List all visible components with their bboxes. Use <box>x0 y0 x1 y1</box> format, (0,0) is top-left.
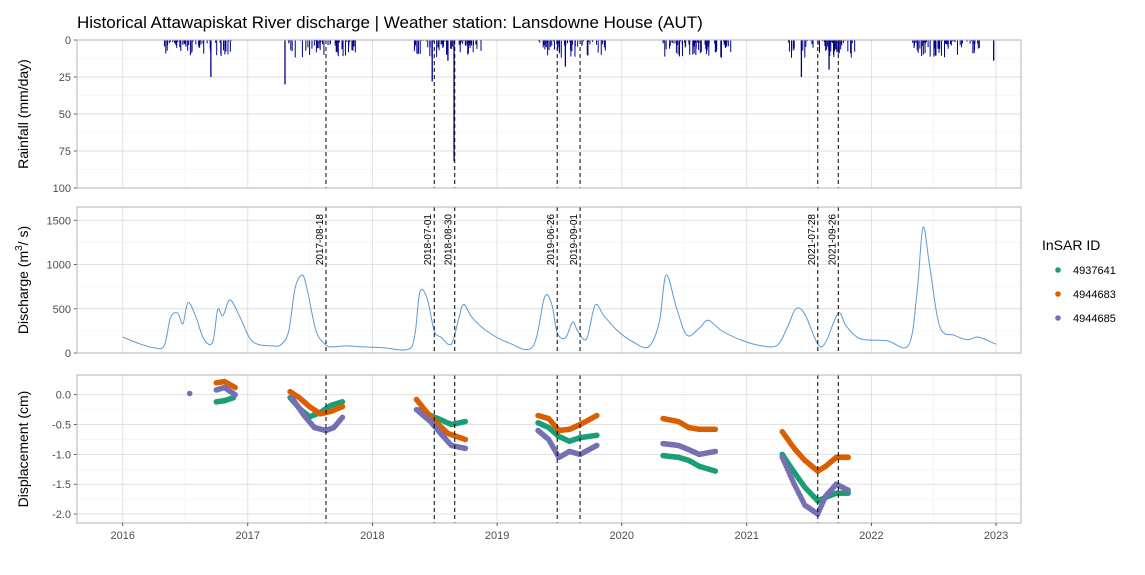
point-4944683 <box>339 403 346 410</box>
displacement-tick-label: -1.0 <box>52 449 71 461</box>
legend: InSAR ID 4937641 4944683 4944685 <box>1042 237 1116 325</box>
point-4937641 <box>462 418 469 425</box>
point-4944685 <box>594 442 600 449</box>
event-label: 2021-09-26 <box>827 214 838 266</box>
point-4944685 <box>186 390 193 397</box>
x-tick-label: 2022 <box>859 530 883 542</box>
x-tick-label: 2019 <box>485 530 509 542</box>
displacement-tick-label: -0.5 <box>52 420 71 432</box>
point-4944683 <box>594 412 600 419</box>
point-4944683 <box>462 436 469 443</box>
point-4944683 <box>712 426 719 433</box>
panel-border <box>76 206 1022 354</box>
point-4937641 <box>339 399 346 405</box>
legend-label-4937641: 4937641 <box>1073 265 1116 277</box>
x-tick-label: 2016 <box>111 530 135 542</box>
point-4937641 <box>712 468 719 474</box>
rainfall-tick-label: 0 <box>65 35 71 47</box>
rainfall-tick-label: 100 <box>53 183 71 195</box>
rainfall-tick-label: 50 <box>59 109 71 121</box>
discharge-y-title: Discharge (m3/ s) <box>14 226 31 334</box>
x-tick-label: 2018 <box>360 530 384 542</box>
rainfall-tick-label: 75 <box>59 146 71 158</box>
displacement-y-title: Displacement (cm) <box>15 391 31 508</box>
panel-border <box>76 374 1022 524</box>
x-axis: 2016 2017 2018 2019 2020 2021 2022 2023 <box>111 523 1008 542</box>
discharge-tick-label: 0 <box>65 348 71 360</box>
discharge-tick-label: 1500 <box>47 215 71 227</box>
displacement-tick-label: -2.0 <box>52 509 71 521</box>
panel-border <box>76 39 1022 189</box>
chart-title: Historical Attawapiskat River discharge … <box>77 13 703 32</box>
legend-label-4944683: 4944683 <box>1073 289 1116 301</box>
displacement-tick-label: -1.5 <box>52 479 71 491</box>
displacement-tick-label: 0.0 <box>56 390 71 402</box>
event-label: 2019-06-26 <box>546 214 557 266</box>
event-label: 2021-07-28 <box>807 214 818 266</box>
rainfall-y-title: Rainfall (mm/day) <box>15 59 31 169</box>
point-4944683 <box>845 454 851 461</box>
legend-key-4944683 <box>1055 291 1061 297</box>
event-label: 2019-09-01 <box>569 214 580 266</box>
discharge-y-title-sup: 3 <box>14 245 25 251</box>
point-4944685 <box>339 414 346 421</box>
point-4944685 <box>462 445 469 452</box>
discharge-y-title-pre: Discharge (m <box>15 251 31 334</box>
point-4944683 <box>232 384 238 391</box>
discharge-y-title-post: / s) <box>15 226 31 245</box>
x-tick-label: 2017 <box>236 530 260 542</box>
discharge-line <box>122 226 996 351</box>
point-4944685 <box>232 391 238 398</box>
x-tick-label: 2020 <box>610 530 634 542</box>
x-tick-label: 2023 <box>984 530 1008 542</box>
rainfall-panel: 0 25 50 75 100 Rainfall (mm/day) <box>15 35 1022 195</box>
point-4944685 <box>712 448 719 455</box>
legend-title: InSAR ID <box>1042 237 1100 253</box>
discharge-tick-label: 500 <box>53 304 71 316</box>
point-4937641 <box>594 432 600 439</box>
legend-key-4937641 <box>1055 267 1061 273</box>
event-label: 2018-08-30 <box>444 214 455 266</box>
event-label: 2018-07-01 <box>423 214 434 266</box>
rainfall-tick-label: 25 <box>59 72 71 84</box>
legend-label-4944685: 4944685 <box>1073 313 1116 325</box>
x-tick-label: 2021 <box>735 530 759 542</box>
discharge-panel: 0 500 1000 1500 2017-08-18 2018-07-01 2018-08-… <box>14 206 1022 360</box>
discharge-tick-label: 1000 <box>47 260 71 272</box>
displacement-panel: 0.0 -0.5 -1.0 -1.5 -2.0 Displacement (cm) <box>15 374 1022 524</box>
point-4944685 <box>845 487 851 493</box>
event-label: 2017-08-18 <box>315 214 326 266</box>
legend-key-4944685 <box>1055 315 1061 321</box>
